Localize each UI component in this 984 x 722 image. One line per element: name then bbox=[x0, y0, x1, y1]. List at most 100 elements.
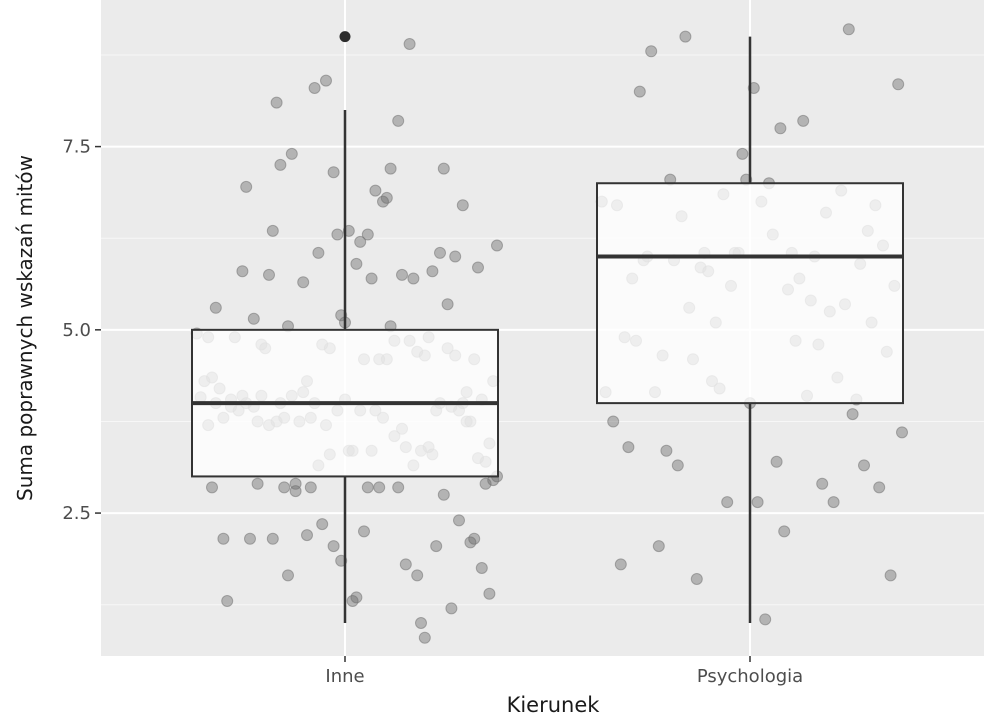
data-point bbox=[736, 147, 749, 160]
data-point bbox=[266, 224, 279, 237]
data-point bbox=[896, 426, 908, 439]
y-tick-label: 7.5 bbox=[62, 137, 91, 158]
data-point bbox=[846, 408, 859, 421]
data-point bbox=[350, 257, 363, 270]
data-point bbox=[778, 525, 791, 538]
data-point bbox=[472, 261, 484, 274]
data-point bbox=[350, 591, 363, 604]
data-point bbox=[285, 147, 298, 160]
data-point bbox=[278, 481, 291, 494]
data-point bbox=[892, 78, 905, 91]
data-point bbox=[263, 268, 275, 281]
data-point bbox=[354, 235, 367, 248]
data-point bbox=[774, 122, 787, 135]
data-point bbox=[240, 180, 253, 193]
data-point bbox=[873, 481, 886, 494]
x-tick-label: Inne bbox=[325, 666, 364, 687]
data-point bbox=[468, 532, 481, 545]
data-point bbox=[441, 298, 454, 311]
data-point bbox=[301, 529, 313, 542]
data-point bbox=[770, 455, 783, 468]
data-point bbox=[373, 481, 386, 494]
data-point bbox=[679, 30, 692, 43]
data-point bbox=[622, 441, 635, 454]
x-axis-title: Kierunek bbox=[507, 693, 601, 717]
data-point bbox=[858, 459, 870, 472]
data-point bbox=[407, 272, 420, 285]
data-point bbox=[289, 485, 302, 498]
y-tick-label: 5.0 bbox=[62, 320, 91, 341]
data-point bbox=[369, 184, 382, 197]
data-point bbox=[491, 239, 503, 252]
data-point bbox=[652, 540, 665, 553]
data-point bbox=[437, 488, 450, 501]
data-point bbox=[361, 228, 374, 241]
data-point bbox=[399, 558, 412, 571]
data-point bbox=[751, 496, 764, 509]
data-point bbox=[759, 613, 772, 626]
data-point bbox=[479, 477, 492, 490]
data-point bbox=[392, 481, 405, 494]
data-point bbox=[827, 496, 840, 509]
data-point bbox=[209, 301, 222, 314]
data-point bbox=[449, 250, 462, 263]
data-point bbox=[316, 518, 329, 531]
data-point bbox=[304, 481, 317, 494]
data-point bbox=[426, 265, 439, 278]
data-point bbox=[614, 558, 627, 571]
data-point bbox=[247, 312, 260, 325]
data-point bbox=[274, 158, 287, 171]
data-point bbox=[633, 85, 646, 98]
data-point bbox=[453, 514, 465, 527]
data-point bbox=[270, 96, 283, 109]
data-point bbox=[384, 162, 397, 175]
data-point bbox=[312, 246, 325, 259]
data-point bbox=[327, 540, 340, 553]
data-point bbox=[842, 23, 855, 36]
data-point bbox=[884, 569, 897, 582]
y-tick-label: 2.5 bbox=[62, 503, 91, 524]
data-point bbox=[411, 569, 424, 582]
data-point bbox=[418, 631, 431, 644]
data-point bbox=[721, 496, 734, 509]
data-point bbox=[206, 481, 218, 494]
data-point bbox=[607, 415, 620, 428]
data-point bbox=[797, 114, 810, 127]
data-point bbox=[690, 573, 703, 585]
data-point bbox=[251, 477, 264, 490]
data-point bbox=[430, 540, 443, 553]
data-point bbox=[816, 477, 829, 490]
data-point bbox=[221, 595, 234, 607]
data-point bbox=[456, 199, 469, 212]
data-point bbox=[403, 38, 416, 50]
data-point bbox=[361, 481, 374, 494]
axes-layer: 2.5 5.0 7.5 Inne Psychologia bbox=[62, 137, 803, 687]
data-point bbox=[437, 162, 450, 175]
data-point bbox=[415, 617, 427, 629]
data-point bbox=[308, 82, 321, 94]
data-point bbox=[475, 562, 488, 574]
data-point bbox=[236, 265, 249, 278]
boxes-layer bbox=[191, 31, 904, 624]
data-point bbox=[445, 602, 458, 615]
data-point bbox=[244, 532, 256, 545]
data-point bbox=[266, 532, 279, 545]
data-point bbox=[396, 268, 408, 281]
data-point bbox=[365, 272, 378, 285]
outlier-point bbox=[339, 31, 351, 43]
y-axis-title: Suma poprawnych wskazań mitów bbox=[13, 155, 37, 501]
data-point bbox=[327, 166, 340, 179]
data-point bbox=[660, 444, 673, 457]
data-point bbox=[483, 587, 496, 600]
box-iqr bbox=[596, 182, 904, 405]
data-point bbox=[671, 459, 684, 472]
data-point bbox=[434, 246, 446, 259]
data-point bbox=[392, 114, 405, 127]
data-point bbox=[358, 525, 370, 538]
data-point bbox=[297, 276, 310, 289]
data-point bbox=[645, 45, 658, 58]
data-point bbox=[282, 569, 294, 582]
data-point bbox=[380, 191, 393, 204]
